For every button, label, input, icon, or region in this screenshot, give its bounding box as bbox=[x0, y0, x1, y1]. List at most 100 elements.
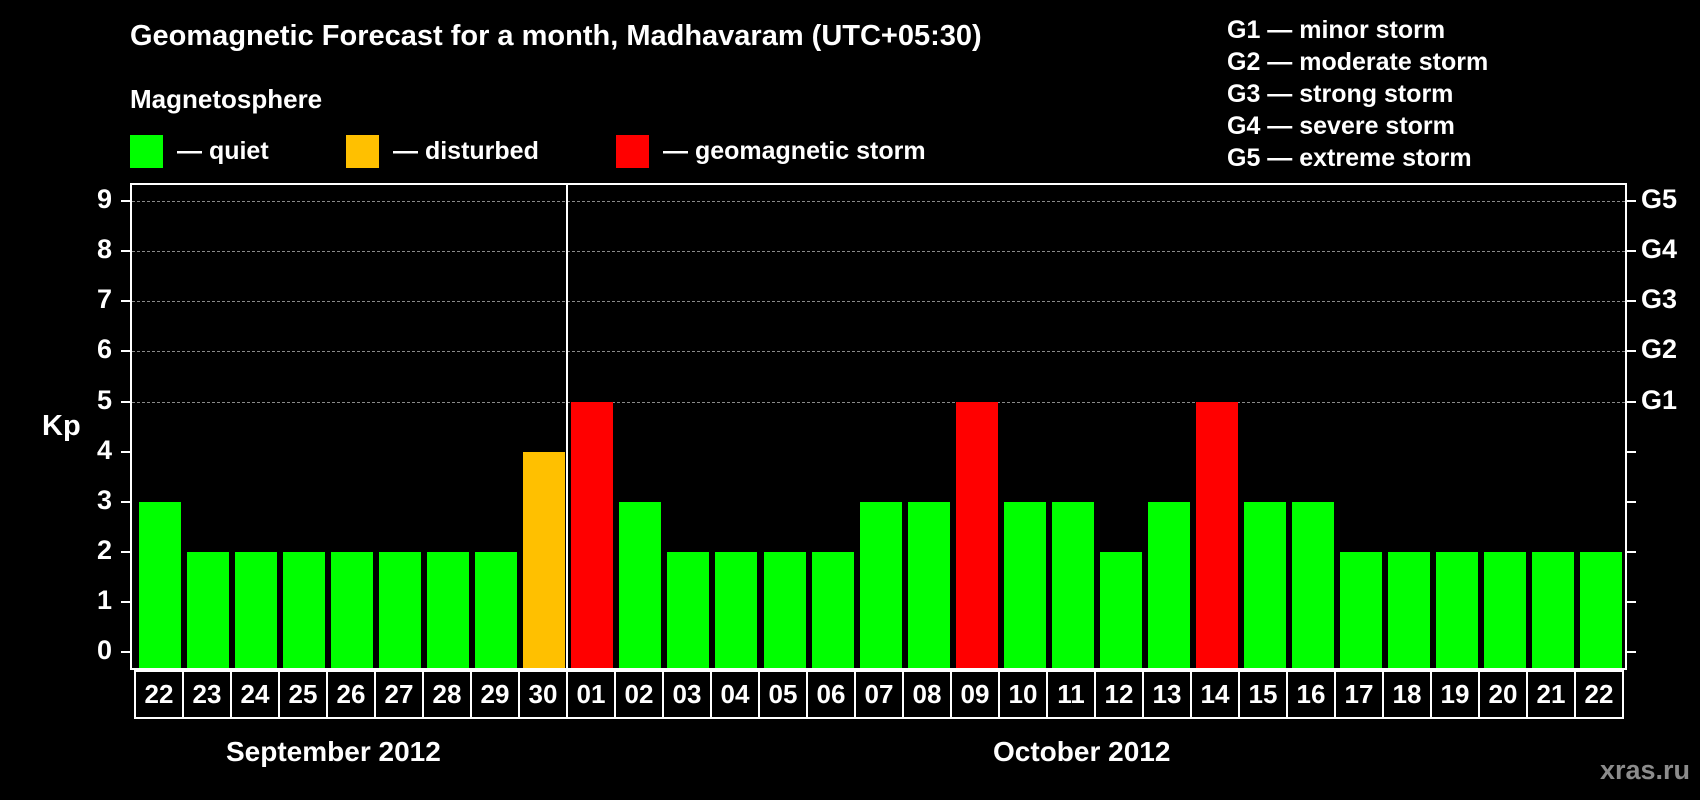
legend-label-disturbed: — disturbed bbox=[393, 136, 539, 165]
x-day-label: 12 bbox=[1096, 672, 1144, 717]
right-tick bbox=[1627, 550, 1636, 553]
x-day-label: 23 bbox=[184, 672, 232, 717]
x-day-label: 26 bbox=[328, 672, 376, 717]
g-scale-label: G3 bbox=[1641, 284, 1678, 315]
bar-disturbed bbox=[523, 451, 566, 668]
right-tick bbox=[1627, 500, 1636, 503]
bar-quiet bbox=[1147, 501, 1190, 668]
y-tick bbox=[121, 300, 130, 303]
legend-label-quiet: — quiet bbox=[177, 136, 269, 165]
bar-quiet bbox=[811, 551, 854, 668]
x-day-label: 14 bbox=[1192, 672, 1240, 717]
y-tick-label: 4 bbox=[96, 434, 112, 465]
x-day-label: 15 bbox=[1240, 672, 1288, 717]
right-tick bbox=[1627, 300, 1636, 303]
x-day-label: 04 bbox=[712, 672, 760, 717]
x-day-label: 25 bbox=[280, 672, 328, 717]
right-tick bbox=[1627, 250, 1636, 253]
y-tick-label: 8 bbox=[96, 234, 112, 265]
gridline-kp-6 bbox=[132, 351, 1625, 353]
quiet-swatch-icon bbox=[130, 134, 163, 168]
x-day-label: 17 bbox=[1336, 672, 1384, 717]
gridline-kp-5 bbox=[132, 401, 1625, 403]
storm-scale-g2: G2 — moderate storm bbox=[1227, 48, 1489, 76]
g-scale-label: G1 bbox=[1641, 384, 1678, 415]
x-day-label: 08 bbox=[904, 672, 952, 717]
x-day-label: 20 bbox=[1480, 672, 1528, 717]
bar-quiet bbox=[715, 551, 758, 668]
x-day-label: 21 bbox=[1528, 672, 1576, 717]
bar-quiet bbox=[859, 501, 902, 668]
chart-title: Geomagnetic Forecast for a month, Madhav… bbox=[130, 20, 982, 52]
y-tick-label: 6 bbox=[96, 334, 112, 365]
bar-quiet bbox=[139, 501, 181, 668]
bar-quiet bbox=[1388, 551, 1431, 668]
x-day-label: 29 bbox=[472, 672, 520, 717]
g-scale-label: G2 bbox=[1641, 334, 1678, 365]
x-day-label: 09 bbox=[952, 672, 1000, 717]
x-day-label: 18 bbox=[1384, 672, 1432, 717]
bar-quiet bbox=[475, 551, 518, 668]
bar-storm bbox=[571, 401, 614, 668]
bar-quiet bbox=[1436, 551, 1479, 668]
bar-quiet bbox=[379, 551, 422, 668]
month-divider bbox=[566, 185, 569, 668]
bar-quiet bbox=[907, 501, 950, 668]
bar-quiet bbox=[1003, 501, 1046, 668]
bar-quiet bbox=[763, 551, 806, 668]
right-tick bbox=[1627, 400, 1636, 403]
gridline-kp-8 bbox=[132, 251, 1625, 253]
y-tick bbox=[121, 600, 130, 603]
bar-quiet bbox=[283, 551, 326, 668]
bar-quiet bbox=[235, 551, 278, 668]
right-tick bbox=[1627, 651, 1636, 653]
bar-quiet bbox=[331, 551, 374, 668]
month-label-october: October 2012 bbox=[993, 736, 1171, 767]
storm-swatch-icon bbox=[616, 134, 649, 168]
y-axis-label: Kp bbox=[42, 410, 81, 442]
y-tick bbox=[121, 651, 130, 653]
y-tick bbox=[121, 200, 130, 203]
y-tick bbox=[121, 350, 130, 353]
storm-scale-legend: G1 — minor storm G2 — moderate storm G3 … bbox=[1227, 14, 1488, 174]
y-tick-label: 9 bbox=[96, 184, 112, 215]
disturbed-swatch-icon bbox=[346, 134, 379, 168]
y-tick-label: 7 bbox=[96, 284, 112, 315]
storm-scale-g1: G1 — minor storm bbox=[1227, 16, 1446, 44]
x-day-label: 11 bbox=[1048, 672, 1096, 717]
bar-quiet bbox=[1580, 551, 1623, 668]
bar-quiet bbox=[1051, 501, 1094, 668]
y-tick-label: 2 bbox=[96, 534, 112, 565]
x-day-label: 16 bbox=[1288, 672, 1336, 717]
bar-quiet bbox=[1484, 551, 1527, 668]
y-tick-label: 5 bbox=[96, 384, 112, 415]
x-day-label: 24 bbox=[232, 672, 280, 717]
x-day-label: 30 bbox=[520, 672, 568, 717]
x-day-label: 22 bbox=[1584, 679, 1614, 709]
bar-quiet bbox=[1243, 501, 1286, 668]
bar-quiet bbox=[187, 551, 230, 668]
bar-storm bbox=[955, 401, 998, 668]
gridline-kp-7 bbox=[132, 301, 1625, 303]
bar-quiet bbox=[1340, 551, 1382, 668]
x-day-label: 28 bbox=[424, 672, 472, 717]
legend-label-storm: — geomagnetic storm bbox=[663, 136, 926, 165]
watermark: xras.ru bbox=[1599, 755, 1690, 785]
y-tick bbox=[121, 250, 130, 253]
x-day-label: 07 bbox=[856, 672, 904, 717]
legend-item-disturbed: — disturbed bbox=[346, 134, 539, 168]
y-tick-label: 0 bbox=[96, 635, 112, 665]
storm-scale-g3: G3 — strong storm bbox=[1227, 80, 1454, 108]
bar-quiet bbox=[667, 551, 710, 668]
bar-quiet bbox=[1532, 551, 1575, 668]
x-axis-day-labels: 22 23 24 25 26 27 28 29 30 01 02 03 04 05 06 07 08 09 10 11… bbox=[134, 670, 1624, 719]
right-tick bbox=[1627, 350, 1636, 353]
g-scale-label: G5 bbox=[1641, 184, 1678, 215]
right-tick bbox=[1627, 200, 1636, 203]
y-tick bbox=[121, 400, 130, 403]
bar-quiet bbox=[427, 551, 470, 668]
bar-quiet bbox=[619, 501, 662, 668]
x-day-label: 01 bbox=[568, 672, 616, 717]
y-tick bbox=[121, 450, 130, 453]
x-day-label: 05 bbox=[760, 672, 808, 717]
